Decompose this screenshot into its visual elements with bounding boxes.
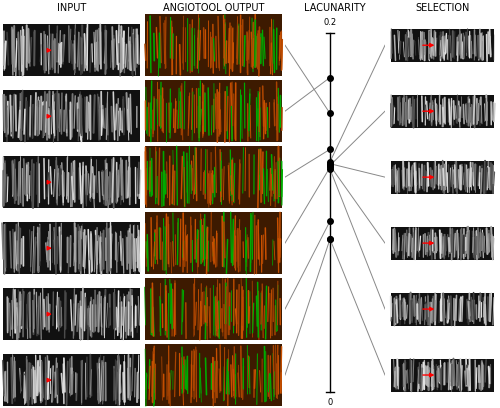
- FancyBboxPatch shape: [391, 293, 494, 326]
- Text: Sec64: Sec64: [430, 80, 456, 89]
- FancyBboxPatch shape: [146, 212, 282, 274]
- FancyBboxPatch shape: [146, 14, 282, 76]
- Text: LACUNARITY: LACUNARITY: [304, 3, 366, 13]
- FancyBboxPatch shape: [391, 226, 494, 259]
- Text: Sec72: Sec72: [430, 212, 456, 221]
- Text: 0.2: 0.2: [324, 18, 336, 27]
- Text: ANGIOTOOL OUTPUT: ANGIOTOOL OUTPUT: [163, 3, 264, 13]
- Text: INPUT: INPUT: [56, 3, 86, 13]
- Text: 0: 0: [328, 398, 332, 407]
- FancyBboxPatch shape: [146, 146, 282, 208]
- Text: Sec60: Sec60: [3, 14, 29, 23]
- FancyBboxPatch shape: [3, 222, 140, 274]
- Text: Sec76: Sec76: [430, 278, 456, 287]
- FancyBboxPatch shape: [391, 161, 494, 194]
- FancyBboxPatch shape: [391, 359, 494, 392]
- FancyBboxPatch shape: [391, 29, 494, 62]
- FancyBboxPatch shape: [3, 156, 140, 208]
- Text: SELECTION: SELECTION: [416, 3, 470, 13]
- FancyBboxPatch shape: [391, 95, 494, 128]
- FancyBboxPatch shape: [3, 24, 140, 76]
- Text: Sec80: Sec80: [430, 344, 456, 353]
- Text: Sec68: Sec68: [430, 146, 456, 155]
- Text: Sec76: Sec76: [3, 278, 29, 287]
- Text: Sec72: Sec72: [3, 212, 29, 221]
- Text: Sec80: Sec80: [3, 344, 29, 353]
- FancyBboxPatch shape: [146, 278, 282, 340]
- FancyBboxPatch shape: [3, 288, 140, 340]
- FancyBboxPatch shape: [3, 91, 140, 142]
- FancyBboxPatch shape: [146, 80, 282, 142]
- FancyBboxPatch shape: [3, 354, 140, 406]
- Text: Sec68: Sec68: [3, 146, 29, 155]
- Text: Sec64: Sec64: [3, 80, 29, 89]
- Text: Sec60: Sec60: [430, 14, 456, 23]
- FancyBboxPatch shape: [146, 344, 282, 406]
